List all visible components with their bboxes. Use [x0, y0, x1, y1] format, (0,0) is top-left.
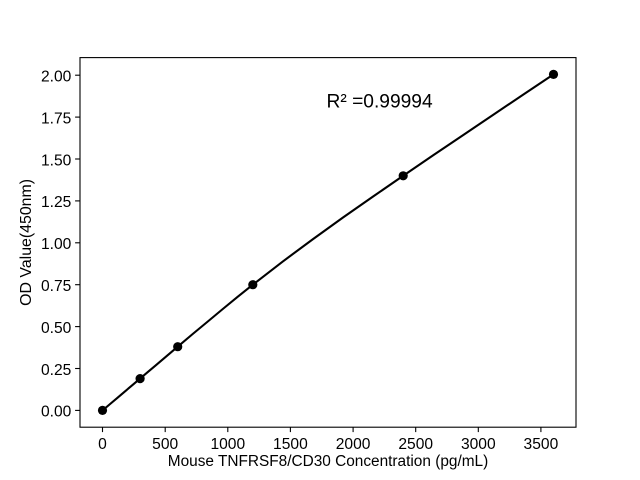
svg-text:1000: 1000 — [210, 436, 245, 453]
svg-text:3000: 3000 — [461, 436, 496, 453]
svg-text:1.50: 1.50 — [41, 152, 72, 169]
svg-text:0.25: 0.25 — [41, 362, 72, 379]
svg-text:2.00: 2.00 — [41, 69, 72, 86]
svg-text:0.00: 0.00 — [41, 404, 72, 421]
svg-text:R² =0.99994: R² =0.99994 — [327, 92, 433, 113]
svg-text:Mouse TNFRSF8/CD30 Concentrati: Mouse TNFRSF8/CD30 Concentration (pg/mL) — [168, 453, 488, 470]
svg-text:1.25: 1.25 — [41, 194, 72, 211]
svg-text:1.75: 1.75 — [41, 110, 72, 127]
svg-text:OD Value(450nm): OD Value(450nm) — [18, 179, 35, 306]
svg-text:2500: 2500 — [398, 436, 433, 453]
svg-text:1.00: 1.00 — [41, 236, 72, 253]
svg-text:0.75: 0.75 — [41, 278, 72, 295]
svg-text:2000: 2000 — [336, 436, 371, 453]
svg-text:3500: 3500 — [524, 436, 559, 453]
svg-text:500: 500 — [152, 436, 178, 453]
svg-text:1500: 1500 — [273, 436, 308, 453]
svg-text:0.50: 0.50 — [41, 320, 72, 337]
svg-text:0: 0 — [98, 436, 107, 453]
